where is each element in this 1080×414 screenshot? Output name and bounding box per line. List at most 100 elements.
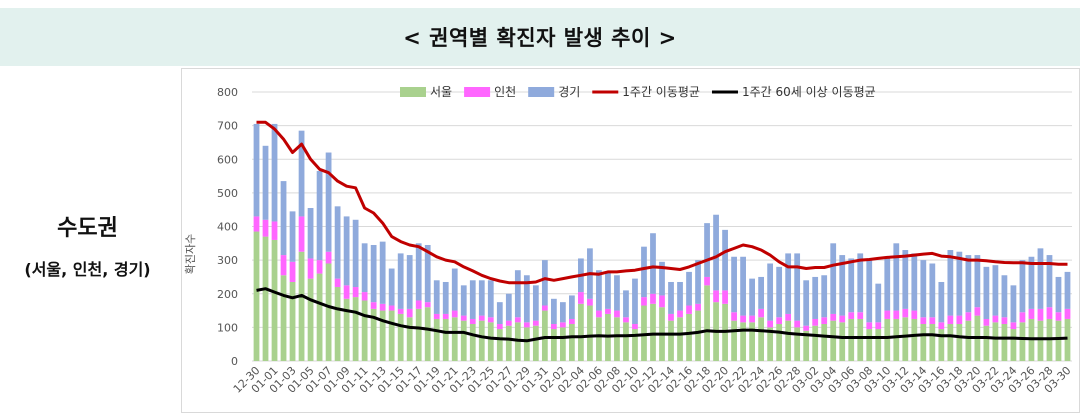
bar-segment [614, 317, 620, 361]
bar-segment [388, 268, 395, 306]
bar-segment [514, 270, 521, 318]
bar-segment [812, 325, 819, 361]
bar-segment [767, 263, 774, 321]
bar-segment [803, 280, 810, 326]
bar-segment [559, 322, 566, 328]
bar-segment [641, 305, 647, 361]
bar-segment [325, 263, 332, 361]
bar-segment [1028, 256, 1035, 309]
bar-segment [722, 229, 728, 291]
bar-segment [866, 260, 873, 323]
bar-segment [262, 219, 269, 237]
bar-segment [857, 312, 864, 319]
bar-segment [965, 320, 972, 361]
legend: 서울 인천 경기 1주간 이동평균 1주간 60세 이상 이동평균 [400, 84, 876, 99]
bar-segment [884, 318, 891, 361]
line-series-path [256, 287, 1068, 343]
bar-segment [361, 243, 368, 293]
bar-segment [334, 287, 341, 361]
bar-segment [983, 318, 990, 326]
bar-segment [695, 260, 701, 304]
bar-segment [740, 315, 746, 323]
bar-segment [406, 308, 413, 318]
bar-segment [632, 329, 638, 361]
bar-segment [1037, 248, 1044, 309]
bar-segment [938, 322, 945, 330]
bar-segment [253, 123, 260, 217]
bar-segment [884, 258, 891, 311]
bar-segment [370, 308, 377, 361]
bar-segment [578, 292, 584, 304]
bar-segment [487, 317, 494, 323]
bar-segment [262, 145, 269, 220]
bar-segment [1001, 317, 1008, 325]
bar-segment [1037, 320, 1044, 361]
bar-segment [1046, 307, 1053, 319]
bar-segment [478, 315, 485, 321]
y-tick-label: 800 [217, 86, 238, 99]
bar-segment [992, 322, 999, 361]
bar-segment [596, 310, 602, 318]
bar-segment [379, 241, 386, 304]
bar-segment [307, 278, 314, 361]
bar-segment [316, 171, 323, 261]
y-tick-label: 600 [217, 153, 238, 166]
bar-segment [523, 327, 530, 361]
bar-segment [424, 307, 431, 361]
bar-segment [704, 276, 710, 286]
bar-segment [983, 266, 990, 319]
line-series-path [256, 120, 1068, 285]
bar-segment [469, 324, 476, 361]
bar-segment [659, 261, 665, 296]
bar-segment [379, 310, 386, 361]
bar-segment [956, 251, 963, 316]
bar-segment [1010, 285, 1017, 323]
bar-segment [596, 317, 602, 361]
bar-segment [415, 308, 422, 361]
bar-segment [974, 307, 981, 316]
bar-segment [614, 275, 620, 311]
bar-segment [704, 223, 710, 277]
bar-segment [956, 315, 963, 325]
bar-segment [821, 275, 828, 318]
bar-segment [541, 260, 548, 306]
bar-segment [469, 318, 476, 325]
legend-swatch [528, 87, 555, 97]
bar-segment [713, 214, 719, 291]
bar-segment [758, 317, 765, 361]
bar-segment [776, 266, 783, 318]
bar-segment [541, 310, 548, 361]
bar-segment [550, 329, 557, 361]
bar-segment [541, 305, 548, 311]
bar-segment [550, 324, 557, 330]
bar-segment [875, 283, 882, 323]
bar-segment [442, 318, 449, 361]
bar-segment [839, 315, 846, 323]
bar-segment [668, 320, 674, 361]
bar-segment [460, 320, 467, 361]
bar-segment [505, 325, 512, 361]
bar-segment [388, 310, 395, 361]
bar-segment [1046, 255, 1053, 308]
bar-segment [505, 320, 512, 326]
bar-segment [280, 255, 287, 276]
bar-segment [1019, 260, 1026, 313]
bar-segment [866, 322, 873, 330]
chart: 0 100 200 300 400 500 600 700 800 12-3001-0101-0… [184, 84, 1074, 396]
bar-segment [911, 310, 918, 319]
bar-segment [722, 290, 728, 304]
bar-segment [451, 310, 458, 318]
bar-segment [307, 208, 314, 259]
region-label: 수도권 (서울, 인천, 경기) [0, 210, 175, 280]
bar-segment [857, 318, 864, 361]
y-tick-label: 300 [217, 254, 238, 267]
bar-segment [460, 315, 467, 321]
bar-segment [271, 221, 278, 240]
bar-segment [496, 329, 503, 361]
bar-segment [451, 317, 458, 361]
bar-segment [298, 216, 305, 252]
bar-segment [298, 251, 305, 361]
bar-segment [632, 324, 638, 330]
bar-segment [496, 324, 503, 330]
gridlines [252, 91, 1072, 362]
